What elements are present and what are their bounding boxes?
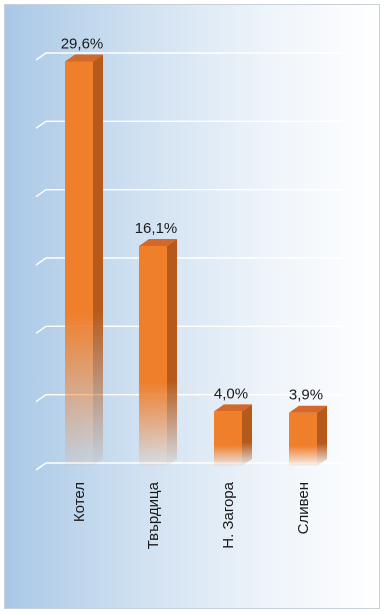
bar-side bbox=[242, 404, 252, 466]
data-labels: 29,6% 16,1% 4,0% 3,9% bbox=[61, 35, 323, 403]
bar-front bbox=[65, 61, 93, 466]
bar bbox=[65, 54, 103, 466]
bar-top bbox=[139, 238, 177, 246]
data-label: 29,6% bbox=[61, 35, 104, 52]
bar bbox=[289, 405, 327, 466]
data-label: 16,1% bbox=[135, 220, 178, 237]
gridline bbox=[35, 188, 345, 198]
bar-front bbox=[289, 412, 317, 466]
data-label: 4,0% bbox=[214, 385, 248, 402]
bar-front bbox=[139, 245, 167, 466]
category-label: Котел bbox=[71, 482, 88, 522]
category-label: Н. Загора bbox=[220, 481, 237, 548]
bar-top bbox=[214, 404, 252, 412]
bar-front bbox=[214, 411, 242, 466]
bars bbox=[65, 54, 327, 466]
category-label: Твърдица bbox=[145, 481, 162, 549]
gridline bbox=[35, 393, 345, 403]
gridline bbox=[35, 325, 345, 334]
category-label: Сливен bbox=[295, 482, 312, 534]
gridline bbox=[35, 257, 345, 266]
data-label: 3,9% bbox=[289, 387, 323, 404]
bar-side bbox=[317, 405, 327, 466]
bar-top bbox=[289, 405, 327, 413]
bar bbox=[214, 404, 252, 466]
bar-side bbox=[93, 54, 103, 466]
bar-side bbox=[167, 238, 177, 466]
bar-top bbox=[65, 54, 103, 62]
gridline bbox=[35, 52, 345, 61]
bar bbox=[139, 238, 177, 466]
gridline bbox=[35, 120, 345, 129]
category-labels: Котел Твърдица Н. Загора Сливен bbox=[71, 481, 312, 549]
